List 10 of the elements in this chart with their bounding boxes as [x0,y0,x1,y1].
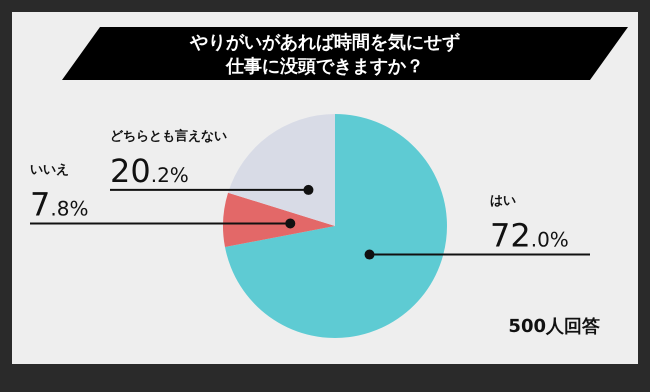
data-label: 72.0% [490,216,569,255]
slice-label: いいえ [30,162,69,178]
pie-slice [223,192,335,247]
data-label: 7.8% [30,185,88,224]
data-label: 20.2% [110,152,189,190]
pie-slice [228,114,335,226]
chart-title: やりがいがあれば時間を気にせず仕事に没頭できますか？ [189,32,460,77]
text: 500人回答 [508,316,600,337]
slice-label: どちらとも言えない [110,128,227,144]
slice-label: はい [490,194,516,209]
